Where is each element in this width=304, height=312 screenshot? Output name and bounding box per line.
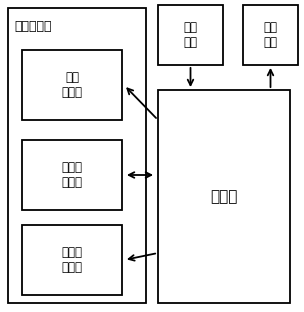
Bar: [22, 140, 122, 210]
Text: 指令
分析器: 指令 分析器: [61, 71, 82, 99]
Text: 输入
装置: 输入 装置: [184, 21, 198, 49]
Text: 程序分析器: 程序分析器: [14, 19, 51, 32]
Bar: [22, 225, 122, 295]
Bar: [158, 5, 223, 65]
Bar: [243, 5, 298, 65]
Text: 显示
装置: 显示 装置: [264, 21, 278, 49]
Bar: [22, 50, 122, 120]
Text: 数据流
分析器: 数据流 分析器: [61, 246, 82, 274]
Bar: [8, 8, 146, 303]
Text: 控制器: 控制器: [210, 189, 238, 204]
Bar: [158, 90, 290, 303]
Text: 操作数
分析器: 操作数 分析器: [61, 161, 82, 189]
